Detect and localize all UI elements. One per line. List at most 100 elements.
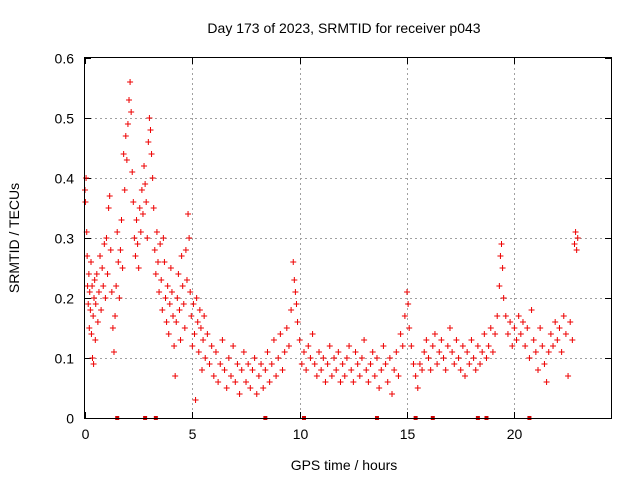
data-point <box>305 343 312 349</box>
chart-title: Day 173 of 2023, SRMTID for receiver p04… <box>207 20 480 36</box>
data-point <box>243 379 250 385</box>
data-point <box>468 337 475 343</box>
data-point <box>522 343 529 349</box>
data-point <box>283 325 290 331</box>
data-point <box>318 367 325 373</box>
data-point <box>320 355 327 361</box>
data-point <box>152 271 159 277</box>
data-point <box>204 331 211 337</box>
data-point <box>230 343 237 349</box>
data-point <box>253 391 260 397</box>
data-point <box>537 325 544 331</box>
data-point <box>102 295 109 301</box>
data-point <box>339 361 346 367</box>
data-point <box>115 259 122 265</box>
data-point <box>109 325 116 331</box>
data-point <box>129 169 136 175</box>
data-point <box>151 247 158 253</box>
data-point <box>120 151 127 157</box>
data-point <box>494 313 501 319</box>
data-point <box>108 289 115 295</box>
data-point <box>371 373 378 379</box>
data-point <box>442 367 449 373</box>
data-point <box>86 325 93 331</box>
data-point <box>296 337 303 343</box>
data-point <box>195 349 202 355</box>
data-point <box>539 343 546 349</box>
data-point <box>168 289 175 295</box>
data-point <box>126 97 133 103</box>
data-point <box>298 361 305 367</box>
data-point <box>572 229 579 235</box>
data-point <box>565 373 572 379</box>
data-point <box>496 283 503 289</box>
data-point <box>419 367 426 373</box>
data-point <box>376 385 383 391</box>
data-point <box>114 229 121 235</box>
data-point <box>146 115 153 121</box>
data-point <box>440 355 447 361</box>
data-point <box>451 361 458 367</box>
data-point <box>504 331 511 337</box>
data-point <box>393 349 400 355</box>
data-point <box>113 283 120 289</box>
data-point <box>145 139 152 145</box>
data-point <box>509 343 516 349</box>
data-point <box>444 343 451 349</box>
data-point <box>182 247 189 253</box>
data-point <box>137 229 144 235</box>
data-point <box>171 343 178 349</box>
data-point <box>266 379 273 385</box>
data-point <box>110 349 117 355</box>
data-point <box>446 325 453 331</box>
data-point <box>285 343 292 349</box>
data-point <box>569 337 576 343</box>
data-point <box>160 235 167 241</box>
data-point <box>292 289 299 295</box>
data-point <box>498 241 505 247</box>
data-point <box>101 241 108 247</box>
y-tick-label: 0 <box>66 411 74 427</box>
y-tick-label: 0.2 <box>55 291 75 307</box>
data-point <box>489 349 496 355</box>
data-point <box>177 337 184 343</box>
x-tick-label: 20 <box>507 426 523 442</box>
data-point <box>181 325 188 331</box>
data-point <box>90 361 97 367</box>
data-point <box>487 325 494 331</box>
data-point <box>300 349 307 355</box>
data-point <box>249 367 256 373</box>
y-tick-label: 0.6 <box>55 51 75 67</box>
data-point <box>92 337 99 343</box>
data-point <box>307 355 314 361</box>
data-point <box>164 283 171 289</box>
data-point <box>176 307 183 313</box>
data-point <box>238 367 245 373</box>
data-point <box>163 319 170 325</box>
grid <box>85 58 611 418</box>
data-point <box>128 109 135 115</box>
data-point <box>455 355 462 361</box>
data-point <box>234 361 241 367</box>
data-point <box>100 283 107 289</box>
data-point <box>562 331 569 337</box>
data-point <box>95 289 102 295</box>
data-point <box>391 367 398 373</box>
data-point <box>221 367 228 373</box>
data-point <box>462 373 469 379</box>
data-point <box>97 253 104 259</box>
data-point <box>380 343 387 349</box>
data-point <box>517 331 524 337</box>
data-point <box>141 163 148 169</box>
data-point <box>258 361 265 367</box>
data-point <box>194 319 201 325</box>
data-point <box>174 295 181 301</box>
data-point <box>406 325 413 331</box>
data-point <box>457 367 464 373</box>
data-point <box>247 385 254 391</box>
data-point <box>288 307 295 313</box>
data-point <box>91 277 98 283</box>
data-point <box>423 337 430 343</box>
data-point <box>556 325 563 331</box>
data-point <box>466 361 473 367</box>
